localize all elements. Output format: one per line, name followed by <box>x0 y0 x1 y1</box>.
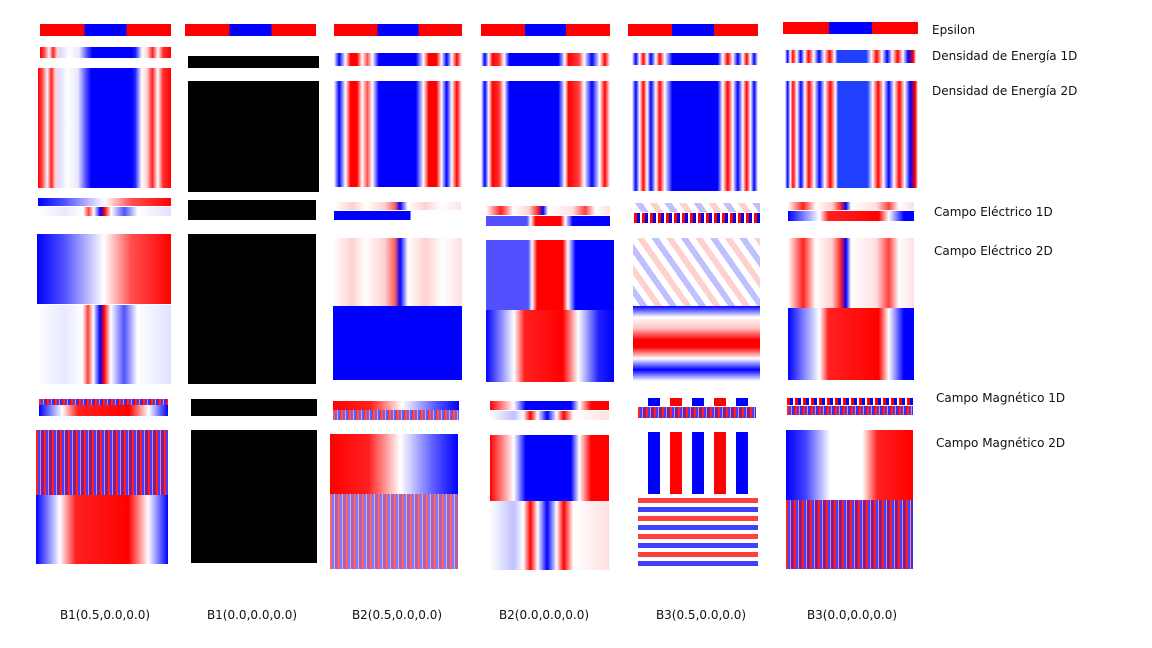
magnetic-1d-col3 <box>333 401 459 420</box>
column-label-6: B3(0.0,0.0,0.0) <box>806 608 898 622</box>
energy-1d-col3 <box>334 53 462 66</box>
column-label-5: B3(0.5,0.0,0.0) <box>655 608 747 622</box>
magnetic-2d-col3 <box>330 434 458 569</box>
electric-2d-col6 <box>788 238 914 380</box>
electric-1d-col4 <box>486 206 610 226</box>
row-label-electric-1d: Campo Eléctrico 1D <box>934 205 1053 219</box>
row-label-magnetic-1d: Campo Magnético 1D <box>936 391 1066 405</box>
epsilon-strip-col5 <box>628 24 758 36</box>
magnetic-1d-col6 <box>787 398 913 415</box>
epsilon-strip-col3 <box>334 24 462 36</box>
magnetic-2d-col4 <box>490 435 609 570</box>
energy-2d-col1 <box>38 68 171 188</box>
row-label-electric-2d: Campo Eléctrico 2D <box>934 244 1053 258</box>
energy-1d-col4 <box>481 53 610 66</box>
electric-2d-col1 <box>37 234 171 384</box>
magnetic-1d-col5 <box>638 398 756 418</box>
energy-1d-col1 <box>40 47 171 58</box>
electric-2d-col2 <box>188 234 316 384</box>
energy-1d-col5 <box>632 53 758 65</box>
row-label-energy-1d: Densidad de Energía 1D <box>932 49 1078 63</box>
magnetic-2d-col1 <box>36 430 168 564</box>
magnetic-2d-col2 <box>191 430 317 563</box>
energy-2d-col4 <box>481 81 610 187</box>
energy-2d-col2 <box>188 81 319 192</box>
magnetic-2d-col5 <box>638 432 758 568</box>
electric-1d-col6 <box>788 202 914 221</box>
electric-2d-col4 <box>486 240 614 382</box>
electric-1d-col2 <box>188 200 316 220</box>
magnetic-1d-col4 <box>490 401 609 420</box>
epsilon-strip-col1 <box>40 24 171 36</box>
energy-2d-col5 <box>632 81 758 191</box>
energy-2d-col3 <box>334 81 462 187</box>
energy-1d-col6 <box>785 50 916 63</box>
electric-1d-col5 <box>634 203 760 223</box>
electric-2d-col3 <box>333 238 462 380</box>
epsilon-strip-col2 <box>185 24 316 36</box>
row-label-epsilon: Epsilon <box>932 23 976 37</box>
magnetic-1d-col1 <box>39 399 168 416</box>
electric-1d-col1 <box>38 198 171 218</box>
column-label-3: B2(0.5,0.0,0.0) <box>351 608 443 622</box>
magnetic-2d-col6 <box>786 430 913 569</box>
energy-1d-col2 <box>188 56 319 68</box>
row-label-energy-2d: Densidad de Energía 2D <box>932 84 1078 98</box>
column-label-2: B1(0.0,0.0,0.0) <box>206 608 298 622</box>
column-label-4: B2(0.0,0.0,0.0) <box>498 608 590 622</box>
electric-1d-col3 <box>334 202 461 220</box>
electric-2d-col5 <box>633 238 760 381</box>
epsilon-strip-col6 <box>783 22 918 34</box>
energy-2d-col6 <box>785 81 918 188</box>
epsilon-strip-col4 <box>481 24 610 36</box>
magnetic-1d-col2 <box>191 399 317 416</box>
row-label-magnetic-2d: Campo Magnético 2D <box>936 436 1066 450</box>
column-label-1: B1(0.5,0.0,0.0) <box>59 608 151 622</box>
